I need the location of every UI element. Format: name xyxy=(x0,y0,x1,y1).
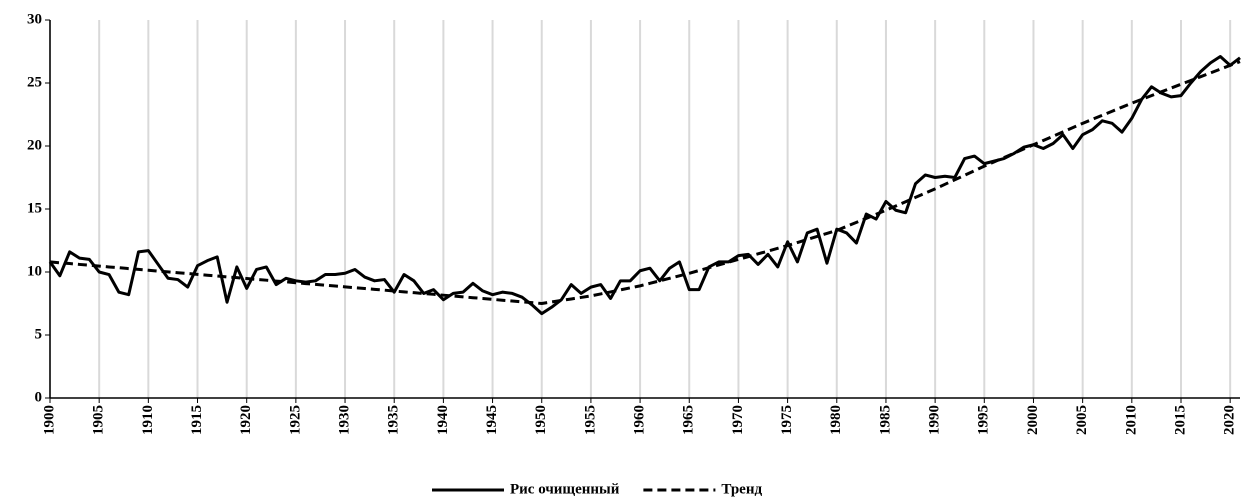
x-tick-label: 1995 xyxy=(976,405,992,435)
x-tick-label: 1910 xyxy=(140,405,156,435)
x-tick-label: 2005 xyxy=(1074,405,1090,435)
series-line xyxy=(49,60,1241,305)
x-tick-label: 1965 xyxy=(681,405,697,435)
y-tick-label: 25 xyxy=(27,74,42,90)
x-tick-label: 2015 xyxy=(1172,405,1188,435)
x-tick-label: 2000 xyxy=(1025,405,1041,435)
x-tick-label: 1950 xyxy=(533,405,549,435)
y-tick-label: 0 xyxy=(35,389,43,405)
x-tick-label: 1985 xyxy=(877,405,893,435)
x-tick-label: 2020 xyxy=(1222,405,1238,435)
x-tick-label: 1905 xyxy=(91,405,107,435)
series-line xyxy=(48,55,1241,316)
x-tick-label: 1925 xyxy=(287,405,303,435)
legend-label: Рис очищенный xyxy=(510,481,620,497)
legend-label: Тренд xyxy=(721,481,762,497)
x-tick-label: 1920 xyxy=(238,405,254,435)
x-tick-label: 1980 xyxy=(828,405,844,435)
y-tick-label: 5 xyxy=(35,326,43,342)
x-tick-label: 2010 xyxy=(1123,405,1139,435)
y-tick-label: 15 xyxy=(27,200,42,216)
x-tick-label: 1935 xyxy=(386,405,402,435)
x-tick-label: 1945 xyxy=(484,405,500,435)
y-tick-label: 10 xyxy=(27,263,42,279)
x-tick-label: 1955 xyxy=(582,405,598,435)
y-tick-label: 30 xyxy=(27,11,42,27)
x-tick-label: 1940 xyxy=(435,405,451,435)
x-tick-label: 1975 xyxy=(779,405,795,435)
x-tick-label: 1960 xyxy=(632,405,648,435)
x-tick-label: 1915 xyxy=(189,405,205,435)
x-tick-label: 1970 xyxy=(730,405,746,435)
x-tick-label: 1900 xyxy=(41,405,57,435)
x-tick-label: 1930 xyxy=(336,405,352,435)
y-tick-label: 20 xyxy=(27,137,42,153)
x-tick-label: 1990 xyxy=(927,405,943,435)
